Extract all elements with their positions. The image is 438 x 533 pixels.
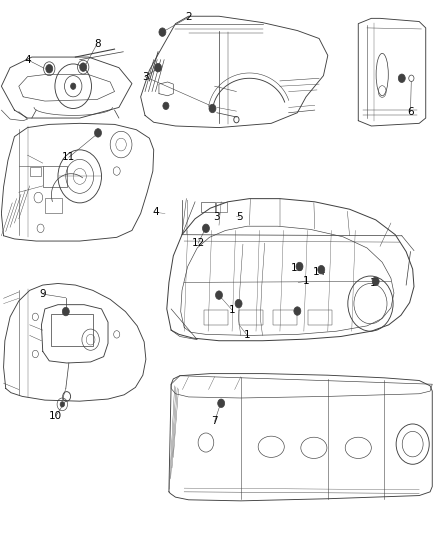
Circle shape [209,104,216,113]
Text: 3: 3 [213,212,220,222]
Text: 12: 12 [191,238,205,248]
Text: 3: 3 [142,71,148,82]
Text: 7: 7 [212,416,218,426]
Bar [204,310,228,325]
Text: 11: 11 [62,152,75,162]
Circle shape [218,399,225,408]
Text: 4: 4 [24,55,31,64]
Circle shape [71,83,76,90]
Circle shape [46,64,53,73]
Circle shape [95,128,102,137]
Circle shape [318,265,325,274]
Bar [201,202,215,213]
Text: 2: 2 [185,12,192,22]
Bar [45,198,62,214]
Circle shape [398,74,405,83]
Bar [239,310,262,325]
Bar [273,310,297,325]
Circle shape [235,300,242,308]
Circle shape [163,102,169,110]
Circle shape [155,63,162,72]
Bar [216,202,227,213]
Text: 5: 5 [237,212,243,222]
Circle shape [294,307,301,316]
Circle shape [202,224,209,232]
Text: 1: 1 [229,305,235,315]
Bar [43,166,67,187]
Text: 1: 1 [244,330,251,341]
Circle shape [159,28,166,36]
Text: 4: 4 [152,207,159,217]
Circle shape [60,402,64,407]
Bar [308,310,332,325]
Circle shape [80,63,87,71]
Text: 6: 6 [407,107,414,117]
Circle shape [215,291,223,300]
Circle shape [62,308,69,316]
Circle shape [409,75,414,82]
Circle shape [372,277,379,286]
Text: 8: 8 [94,39,100,49]
Text: 1: 1 [303,276,309,286]
Text: 14: 14 [312,267,326,277]
Bar [51,314,93,346]
Circle shape [296,262,303,271]
Text: 13: 13 [291,263,304,272]
Text: 9: 9 [39,289,46,299]
Bar [30,167,41,176]
Text: 1: 1 [370,278,377,288]
Text: 10: 10 [49,411,62,421]
